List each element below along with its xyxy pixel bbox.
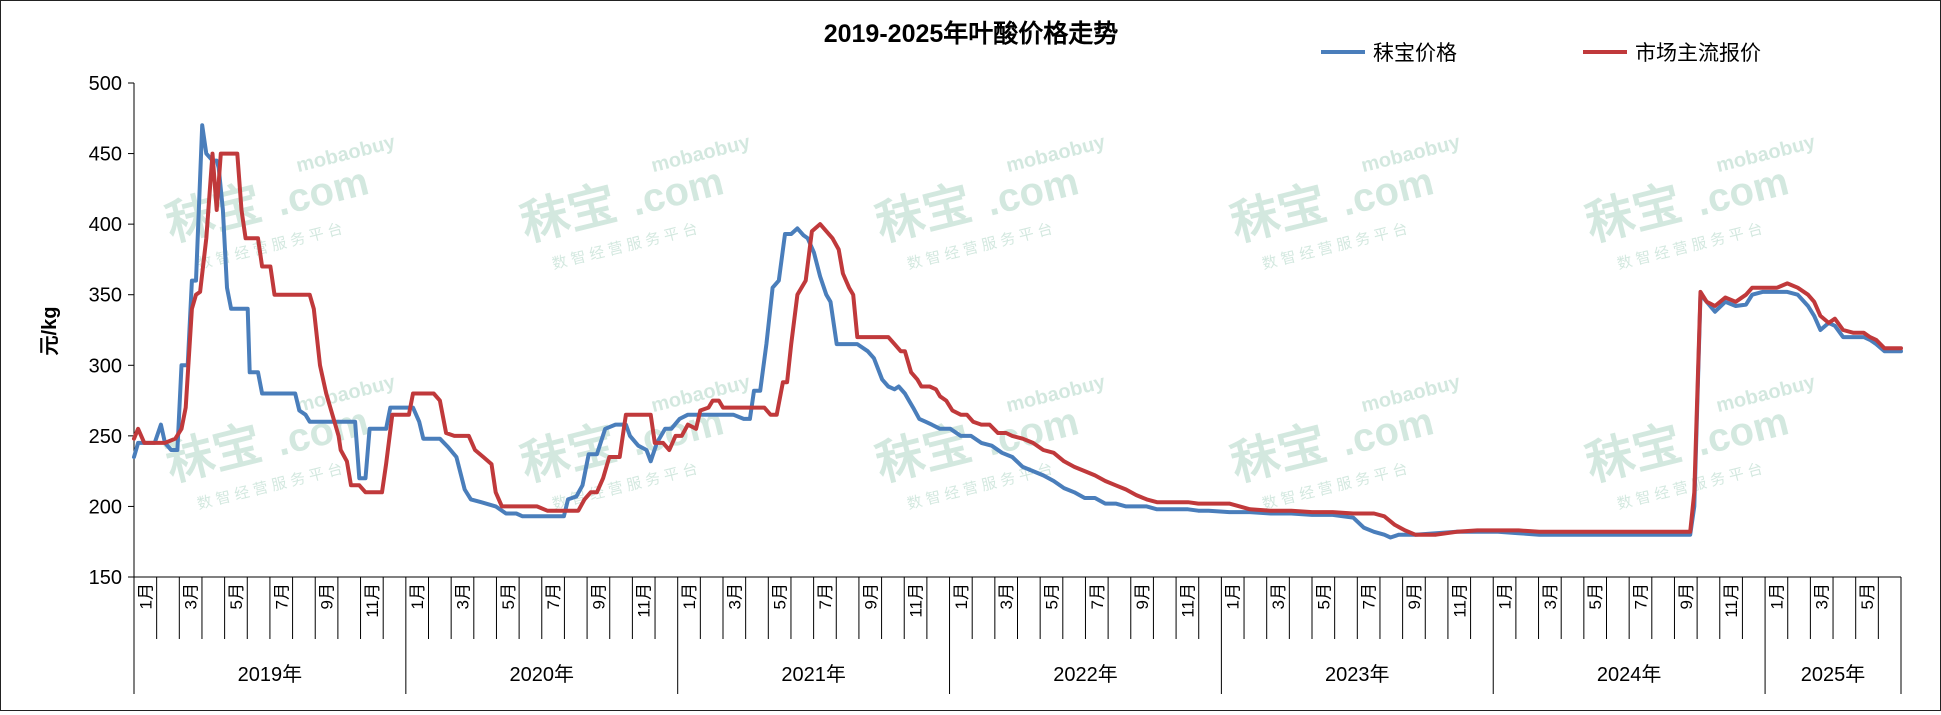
y-tick-label: 400 — [89, 214, 122, 236]
chart-title: 2019-2025年叶酸价格走势 — [824, 19, 1119, 48]
x-month-label: 5月 — [499, 583, 518, 609]
watermark-com: .com — [1692, 399, 1793, 464]
x-year-label: 2020年 — [510, 663, 575, 686]
x-axis: 1月 3月 5月 7月 9月 11月 1月 3月 5月 7月 9月 11月 1月 3月 5月 7月 9月 11月 1… — [133, 576, 1902, 694]
watermark-com: .com — [1337, 159, 1438, 224]
watermark-main: 秣宝 — [1581, 177, 1687, 252]
x-year-label: 2023年 — [1325, 663, 1390, 686]
x-month-label: 9月 — [1677, 583, 1696, 609]
watermark-main: 秣宝 — [516, 177, 622, 252]
x-month-label: 11月 — [1450, 583, 1469, 618]
x-month-label: 7月 — [1360, 583, 1379, 609]
watermark-com: .com — [1337, 399, 1438, 464]
x-month-label: 7月 — [544, 583, 563, 609]
x-year-label: 2025年 — [1801, 663, 1866, 686]
y-tick-label: 250 — [89, 426, 122, 448]
watermark-com: .com — [627, 399, 728, 464]
series-line-mobao — [132, 123, 1903, 540]
watermark-main: 秣宝 — [1581, 417, 1687, 492]
x-month-label: 7月 — [1088, 583, 1107, 609]
y-tick-label: 200 — [89, 496, 122, 518]
y-tick-label: 500 — [89, 73, 122, 95]
x-month-label: 9月 — [861, 583, 880, 609]
x-year-label: 2021年 — [781, 663, 846, 686]
x-month-label: 1月 — [1767, 583, 1786, 609]
watermark-main: 秣宝 — [871, 417, 977, 492]
x-month-label: 5月 — [1858, 583, 1877, 609]
x-month-label: 3月 — [725, 583, 744, 609]
x-month-label: 5月 — [771, 583, 790, 609]
legend: 秣宝价格 市场主流报价 — [1321, 42, 1761, 65]
x-month-label: 11月 — [1722, 583, 1741, 618]
x-month-label: 11月 — [907, 583, 926, 618]
x-month-label: 1月 — [1496, 583, 1515, 609]
x-month-label: 5月 — [227, 583, 246, 609]
x-year-label: 2024年 — [1597, 663, 1662, 686]
watermark-com: .com — [982, 159, 1083, 224]
watermark-main: 秣宝 — [871, 177, 977, 252]
x-month-label: 5月 — [1586, 583, 1605, 609]
x-month-label: 11月 — [363, 583, 382, 618]
watermark-com: .com — [272, 159, 373, 224]
x-month-label: 7月 — [816, 583, 835, 609]
y-tick-label: 300 — [89, 355, 122, 377]
legend-label: 市场主流报价 — [1635, 42, 1761, 65]
watermark-layer: 秣宝mobaobuy.com数 智 经 营 服 务 平 台秣宝mobaobuy.… — [161, 131, 1818, 513]
x-month-label: 3月 — [1813, 583, 1832, 609]
watermark-main: 秣宝 — [1226, 177, 1332, 252]
x-month-label: 9月 — [318, 583, 337, 609]
x-month-label: 1月 — [1224, 583, 1243, 609]
x-month-label: 9月 — [1405, 583, 1424, 609]
x-month-label: 9月 — [1133, 583, 1152, 609]
y-axis-label: 元/kg — [39, 307, 61, 356]
x-month-label: 11月 — [1178, 583, 1197, 618]
x-month-label: 3月 — [453, 583, 472, 609]
x-month-label: 9月 — [589, 583, 608, 609]
x-month-label: 1月 — [136, 583, 155, 609]
x-month-label: 5月 — [1042, 583, 1061, 609]
x-month-label: 5月 — [1314, 583, 1333, 609]
x-month-label: 1月 — [680, 583, 699, 609]
y-axis: 150 200 250 300 350 400 450 500 — [89, 73, 135, 589]
x-month-label: 3月 — [1269, 583, 1288, 609]
y-tick-label: 350 — [89, 285, 122, 307]
y-tick-label: 450 — [89, 144, 122, 166]
watermark-com: .com — [627, 159, 728, 224]
x-year-label: 2019年 — [238, 663, 303, 686]
x-month-label: 3月 — [997, 583, 1016, 609]
x-year-label: 2022年 — [1053, 663, 1118, 686]
y-tick-label: 150 — [89, 567, 122, 589]
series-line-market — [132, 151, 1903, 537]
x-month-label: 3月 — [182, 583, 201, 609]
x-month-label: 1月 — [952, 583, 971, 609]
watermark-main: 秣宝 — [1226, 417, 1332, 492]
watermark-com: .com — [1692, 159, 1793, 224]
legend-label: 秣宝价格 — [1373, 42, 1457, 65]
x-month-label: 1月 — [408, 583, 427, 609]
x-month-label: 7月 — [1631, 583, 1650, 609]
x-month-label: 7月 — [272, 583, 291, 609]
x-month-label: 3月 — [1541, 583, 1560, 609]
x-month-label: 11月 — [635, 583, 654, 618]
series-layer — [132, 123, 1903, 540]
